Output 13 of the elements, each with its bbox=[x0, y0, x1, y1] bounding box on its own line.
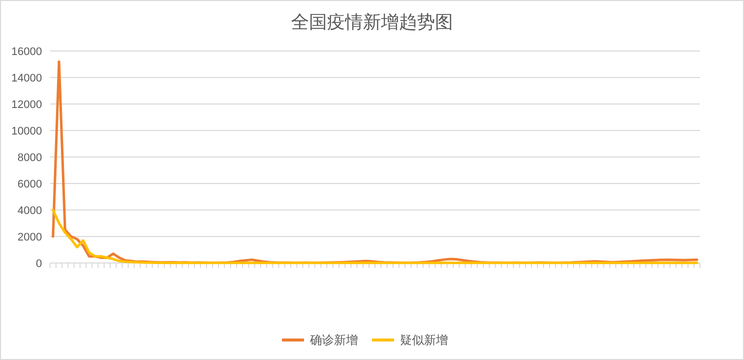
legend-label: 疑似新增 bbox=[400, 333, 448, 347]
y-tick-label: 8000 bbox=[18, 152, 42, 164]
legend-label: 确诊新增 bbox=[309, 333, 358, 347]
line-series bbox=[52, 208, 698, 264]
y-tick-label: 12000 bbox=[11, 99, 42, 111]
y-tick-label: 14000 bbox=[11, 72, 42, 84]
y-tick-label: 4000 bbox=[18, 205, 42, 217]
y-tick-label: 6000 bbox=[18, 178, 42, 190]
y-tick-label: 10000 bbox=[11, 126, 42, 138]
y-tick-label: 16000 bbox=[11, 46, 42, 58]
chart-title: 全国疫情新增趋势图 bbox=[291, 12, 453, 32]
y-tick-label: 0 bbox=[36, 258, 42, 270]
y-tick-label: 2000 bbox=[18, 232, 42, 244]
